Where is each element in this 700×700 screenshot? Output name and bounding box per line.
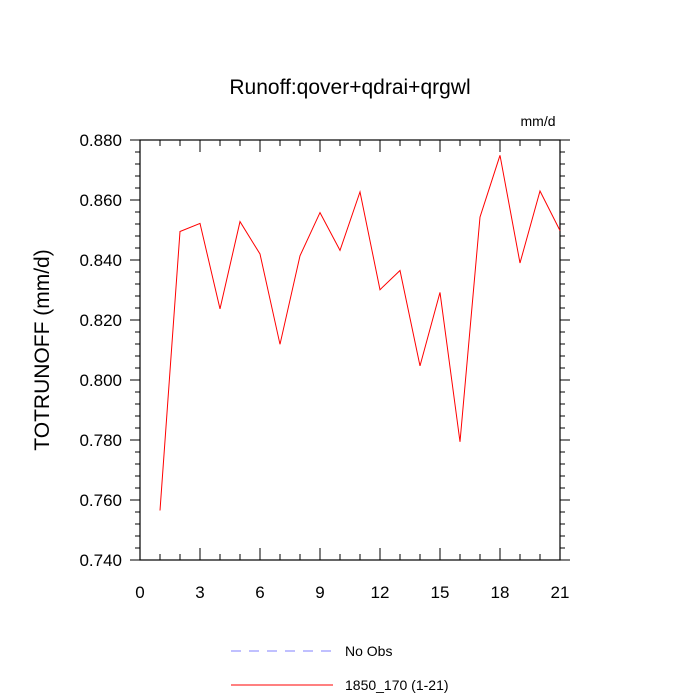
y-axis-label: TOTRUNOFF (mm/d) [31,249,54,450]
legend: No Obs 1850_170 (1-21) [231,643,449,693]
y-tick-label: 0.780 [79,431,122,450]
units-label: mm/d [521,113,556,129]
x-tick-label: 0 [135,583,144,602]
y-tick-labels: 0.740 0.760 0.780 0.800 0.820 0.840 0.860 0.880 [79,131,122,570]
x-tick-label: 3 [195,583,204,602]
x-tick-label: 18 [491,583,510,602]
x-tick-label: 6 [255,583,264,602]
axis-ticks [130,139,570,561]
x-tick-label: 12 [371,583,390,602]
y-tick-label: 0.880 [79,131,122,150]
legend-label: 1850_170 (1-21) [345,677,449,693]
y-tick-label: 0.800 [79,371,122,390]
y-tick-label: 0.860 [79,191,122,210]
x-tick-label: 9 [315,583,324,602]
y-tick-label: 0.740 [79,551,122,570]
chart-title: Runoff:qover+qdrai+qrgwl [229,76,470,99]
y-tick-label: 0.760 [79,491,122,510]
plot-frame [139,139,561,561]
y-tick-label: 0.840 [79,251,122,270]
y-tick-label: 0.820 [79,311,122,330]
series-lines [159,155,561,511]
series-line [159,155,561,511]
x-tick-label: 15 [431,583,450,602]
legend-label: No Obs [345,643,392,659]
x-tick-labels: 0 3 6 9 12 15 18 21 [135,583,569,602]
x-tick-label: 21 [551,583,570,602]
